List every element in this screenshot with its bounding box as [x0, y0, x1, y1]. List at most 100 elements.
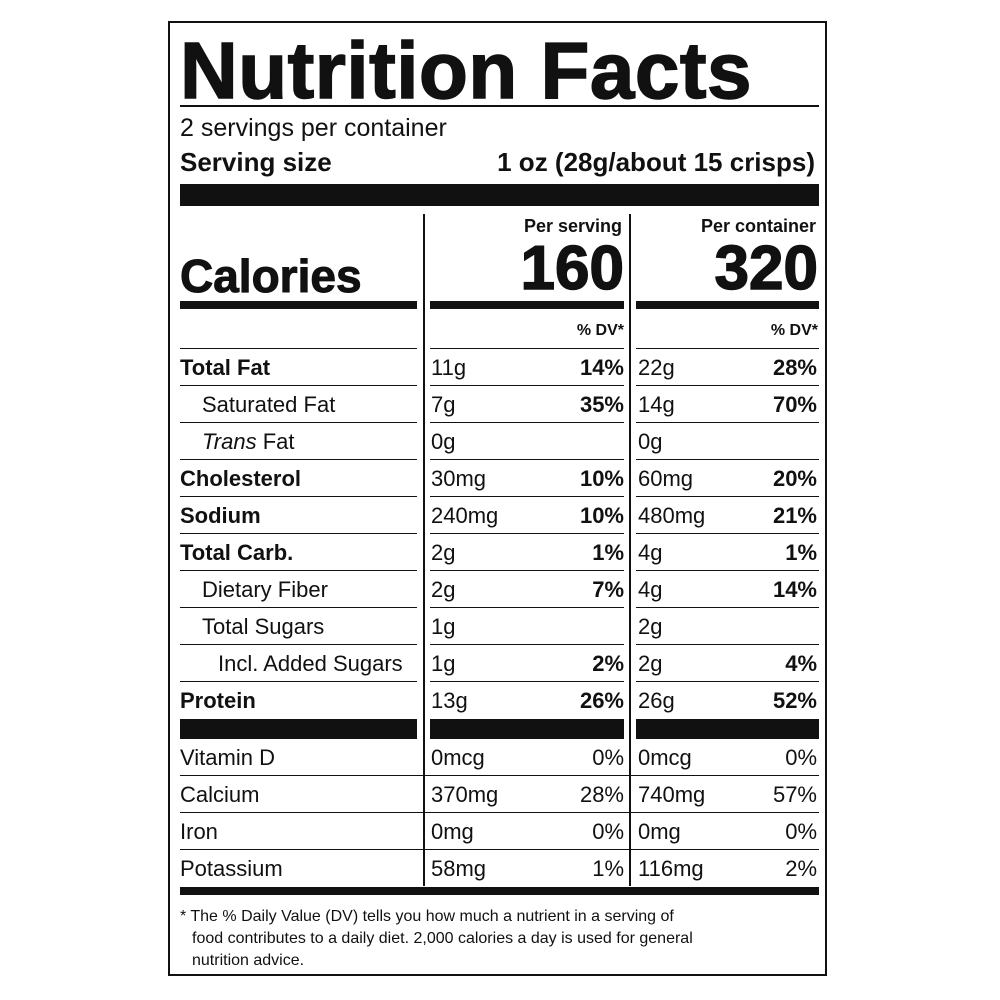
footnote: * The % Daily Value (DV) tells you how m…: [180, 906, 810, 972]
nutrient-row: Incl. Added Sugars 1g 2% 2g 4%: [170, 645, 829, 682]
container-dv: 21%: [772, 503, 817, 528]
container-amount: 60mg: [638, 466, 694, 491]
container-amount: 0g: [638, 429, 663, 454]
row-divider-right: [636, 681, 819, 682]
dv-header-serving: % DV*: [576, 322, 624, 339]
container-dv: 4%: [785, 651, 817, 676]
row-divider-mid: [430, 533, 624, 534]
nutrient-name-italic: Trans: [202, 429, 257, 454]
vitamin-name: Vitamin D: [180, 745, 275, 770]
serving-amount: 7g: [431, 392, 456, 417]
container-amount: 116mg: [638, 856, 704, 881]
container-dv: 28%: [772, 355, 817, 380]
vitamin-row: Iron 0mg 0% 0mg 0%: [170, 813, 829, 850]
container-amount: 0mg: [638, 819, 681, 844]
serving-amount: 1g: [431, 614, 456, 639]
thick-bar-top: [180, 184, 819, 206]
row-divider-right: [636, 459, 819, 460]
serving-size-value: 1 oz (28g/about 15 crisps): [497, 147, 815, 177]
row-divider-mid: [430, 385, 624, 386]
serving-amount: 2g: [431, 540, 456, 565]
row-divider-mid: [430, 681, 624, 682]
per-container-header: Per container: [700, 216, 816, 236]
container-amount: 14g: [638, 392, 675, 417]
container-dv: 0%: [785, 745, 817, 770]
serving-amount: 370mg: [431, 782, 499, 807]
nutrient-row: Trans Fat 0g 0g: [170, 423, 829, 460]
serving-dv: 0%: [592, 745, 624, 770]
container-amount: 4g: [638, 577, 663, 602]
footnote-line-1: * The % Daily Value (DV) tells you how m…: [180, 908, 674, 925]
footnote-line-2: food contributes to a daily diet. 2,000 …: [192, 930, 693, 947]
row-divider-left: [180, 348, 417, 349]
calories-per-container: 320: [714, 234, 819, 303]
nutrient-row: Cholesterol 30mg 10% 60mg 20%: [170, 460, 829, 497]
row-divider-left: [180, 644, 417, 645]
calories-per-serving: 160: [520, 234, 625, 303]
nutrient-row: Total Carb. 2g 1% 4g 1%: [170, 534, 829, 571]
serving-amount: 58mg: [431, 856, 487, 881]
row-divider-left: [180, 533, 417, 534]
container-amount: 480mg: [638, 503, 706, 528]
vitamin-row: Potassium 58mg 1% 116mg 2%: [170, 850, 829, 887]
container-amount: 2g: [638, 651, 663, 676]
calories-bar-right: [636, 301, 819, 309]
serving-dv: 28%: [579, 782, 624, 807]
nutrient-name: Incl. Added Sugars: [218, 651, 403, 676]
thick-bar-bottom: [180, 887, 819, 895]
nutrient-name-rest: Fat: [256, 429, 295, 454]
per-serving-header: Per serving: [523, 216, 622, 236]
title-divider: [180, 105, 819, 107]
calories-label: Calories: [180, 250, 363, 302]
serving-amount: 1g: [431, 651, 456, 676]
nutrient-row: Dietary Fiber 2g 7% 4g 14%: [170, 571, 829, 608]
vitamin-name: Potassium: [180, 856, 283, 881]
label-title: Nutrition Facts: [179, 26, 752, 116]
row-divider-mid: [430, 607, 624, 608]
thick-bar-vitamins-mid: [430, 719, 624, 739]
row-divider-mid: [430, 644, 624, 645]
row-divider-left: [180, 570, 417, 571]
nutrient-name: Trans Fat: [202, 423, 295, 460]
serving-size-label: Serving size: [180, 147, 332, 177]
row-divider-right: [636, 644, 819, 645]
row-divider-mid: [430, 496, 624, 497]
container-amount: 740mg: [638, 782, 706, 807]
row-divider-right: [636, 348, 819, 349]
row-divider-left: [180, 681, 417, 682]
nutrient-name: Saturated Fat: [202, 392, 336, 417]
row-divider-mid: [430, 422, 624, 423]
vitamin-name: Iron: [180, 819, 218, 844]
row-divider-right: [636, 385, 819, 386]
thick-bar-vitamins-left: [180, 719, 417, 739]
row-divider-left: [180, 385, 417, 386]
row-divider-left: [180, 607, 417, 608]
container-dv: 20%: [772, 466, 817, 491]
vitamin-row: Vitamin D 0mcg 0% 0mcg 0%: [170, 739, 829, 776]
row-divider-mid: [430, 348, 624, 349]
nutrient-name: Protein: [180, 688, 256, 713]
serving-dv: 35%: [579, 392, 624, 417]
nutrient-row: Saturated Fat 7g 35% 14g 70%: [170, 386, 829, 423]
nutrient-name: Total Fat: [180, 355, 271, 380]
dv-header-container: % DV*: [770, 322, 818, 339]
serving-amount: 0mcg: [431, 745, 485, 770]
container-dv: 1%: [785, 540, 817, 565]
column-divider-left: [423, 214, 425, 886]
vitamin-row: Calcium 370mg 28% 740mg 57%: [170, 776, 829, 813]
serving-amount: 13g: [431, 688, 468, 713]
footnote-line-3: nutrition advice.: [192, 952, 305, 969]
row-divider-left: [180, 459, 417, 460]
calories-bar-left: [180, 301, 417, 309]
serving-dv: 1%: [592, 540, 624, 565]
container-dv: 52%: [772, 688, 817, 713]
row-divider-right: [636, 422, 819, 423]
nutrient-row: Sodium 240mg 10% 480mg 21%: [170, 497, 829, 534]
vitamin-divider: [180, 775, 819, 776]
serving-dv: 7%: [592, 577, 624, 602]
vitamin-name: Calcium: [180, 782, 260, 807]
nutrient-name: Total Carb.: [180, 540, 294, 565]
serving-amount: 240mg: [431, 503, 499, 528]
container-amount: 4g: [638, 540, 663, 565]
nutrient-name: Cholesterol: [180, 466, 302, 491]
